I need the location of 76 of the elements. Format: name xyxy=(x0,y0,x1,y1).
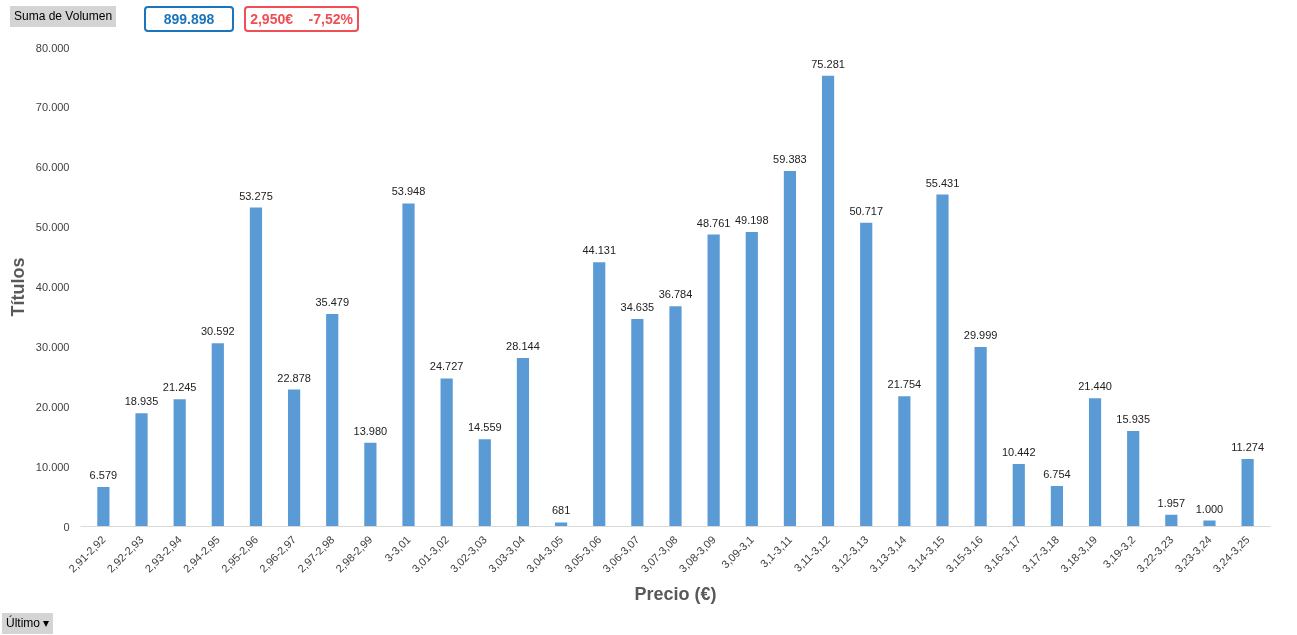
text: 899.898 xyxy=(144,6,235,32)
y-tick-label: 0 xyxy=(63,520,70,533)
y-tick-label: 40.000 xyxy=(35,281,70,293)
y-tick-label: 10.000 xyxy=(35,460,70,473)
bar xyxy=(1241,459,1254,527)
text: Suma de Volumen xyxy=(10,6,117,28)
data-label: 59.383 xyxy=(773,152,807,165)
data-label: 49.198 xyxy=(734,213,769,226)
data-label: 10.442 xyxy=(1001,445,1036,458)
data-label: 15.935 xyxy=(1116,413,1151,426)
bar xyxy=(135,413,148,527)
bar xyxy=(97,487,110,527)
bar xyxy=(516,357,530,527)
bar xyxy=(287,389,301,527)
data-label: 21.754 xyxy=(887,378,922,391)
bar xyxy=(440,378,453,527)
bar xyxy=(211,343,224,527)
data-label: 34.635 xyxy=(620,301,655,314)
data-label: 50.717 xyxy=(849,204,884,217)
data-label: 11.274 xyxy=(1231,441,1265,453)
data-label: 48.761 xyxy=(696,216,731,229)
bar xyxy=(707,234,720,527)
y-axis-title: Títulos xyxy=(7,257,28,317)
data-label: 22.878 xyxy=(277,371,311,384)
bar xyxy=(631,319,644,527)
bar xyxy=(745,231,758,527)
x-axis-title: Precio (€) xyxy=(634,584,717,605)
data-label: 53.948 xyxy=(391,185,426,198)
bar xyxy=(1088,398,1102,527)
bar xyxy=(593,262,606,527)
data-label: 21.440 xyxy=(1078,380,1112,393)
data-label: 28.144 xyxy=(506,339,540,352)
bar xyxy=(936,194,949,527)
y-tick-label: 30.000 xyxy=(35,340,70,353)
data-label: 55.431 xyxy=(925,176,960,189)
bar xyxy=(1050,486,1064,527)
data-label: 6.579 xyxy=(89,469,118,482)
data-label: 1.000 xyxy=(1195,502,1224,515)
data-label: 24.727 xyxy=(429,360,464,373)
bar xyxy=(1127,431,1140,527)
data-label: 30.592 xyxy=(200,325,235,338)
bar xyxy=(860,222,873,527)
y-tick-label: 60.000 xyxy=(35,161,70,174)
data-label: 29.999 xyxy=(963,328,998,341)
bar xyxy=(478,439,491,527)
data-label: 681 xyxy=(551,504,571,517)
bar xyxy=(974,346,987,527)
data-label: 35.479 xyxy=(315,296,350,309)
data-label: 21.245 xyxy=(162,381,197,394)
y-tick-label: 20.000 xyxy=(35,400,70,413)
bar xyxy=(1165,514,1178,527)
data-label: 18.935 xyxy=(124,395,159,408)
bar xyxy=(821,75,835,527)
data-label: 44.131 xyxy=(582,244,617,257)
data-label: 36.784 xyxy=(658,288,693,301)
bar xyxy=(783,170,797,527)
bar xyxy=(249,207,263,527)
bar xyxy=(669,306,682,527)
y-tick-label: 80.000 xyxy=(35,41,70,54)
data-label: 13.980 xyxy=(353,424,388,437)
bar xyxy=(1012,463,1025,527)
bar xyxy=(554,522,568,527)
bar xyxy=(402,203,415,527)
data-label: 75.281 xyxy=(811,57,845,70)
data-label: 53.275 xyxy=(239,189,273,202)
bar xyxy=(173,399,186,527)
bar xyxy=(364,442,377,527)
data-label: 6.754 xyxy=(1043,468,1071,481)
y-tick-label: 70.000 xyxy=(35,101,70,114)
data-label: 1.957 xyxy=(1157,496,1186,509)
data-label: 14.559 xyxy=(467,421,502,434)
text: Último ▾ xyxy=(2,613,54,635)
bar xyxy=(898,396,911,527)
text: 2,950€ -7,52% xyxy=(244,6,360,32)
y-tick-label: 50.000 xyxy=(35,221,70,234)
bar xyxy=(326,314,339,527)
